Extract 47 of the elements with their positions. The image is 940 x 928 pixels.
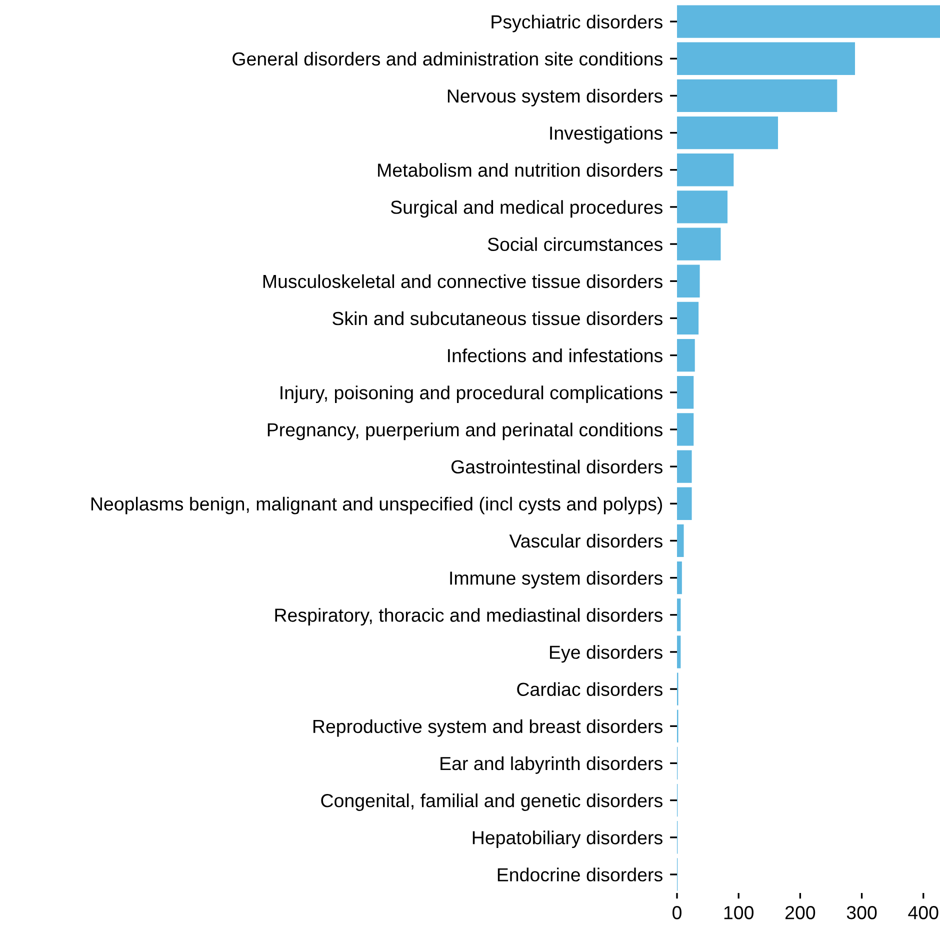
bar	[677, 42, 855, 75]
y-tick-label: Infections and infestations	[448, 348, 662, 362]
x-tick-label: 400	[908, 906, 938, 920]
y-tick-label: Pregnancy, puerperium and perinatal conditions	[268, 422, 662, 440]
x-tick-label: 300	[846, 906, 877, 920]
bar	[677, 413, 694, 446]
bar	[677, 116, 778, 150]
y-tick-label: General disorders and administration site conditions	[232, 52, 662, 66]
bar	[677, 338, 695, 372]
bar	[677, 79, 838, 112]
bar	[677, 302, 699, 335]
y-tick-label: Investigations	[550, 126, 662, 144]
y-tick-label: Nervous system disorders	[448, 88, 662, 106]
y-tick-label: Ear and labyrinth disorders	[440, 756, 662, 774]
x-tick-label: 200	[785, 906, 816, 920]
y-tick-label: Musculoskeletal and connective tissue disorders	[263, 274, 662, 288]
bar	[677, 264, 700, 298]
y-tick-label: Injury, poisoning and procedural complications	[280, 386, 662, 404]
bar	[677, 5, 940, 38]
y-tick-label: Immune system disorders	[450, 571, 662, 588]
y-tick-label: Endocrine disorders	[498, 868, 662, 882]
y-tick-label: Cardiac disorders	[517, 682, 662, 696]
bar	[677, 190, 728, 224]
bar	[677, 154, 734, 186]
bar	[677, 598, 681, 632]
y-tick-label: Reproductive system and breast disorders	[313, 719, 662, 737]
y-tick-label: Respiratory, thoracic and mediastinal disorders	[275, 608, 662, 626]
bar	[677, 376, 694, 409]
y-tick-label: Metabolism and nutrition disorders	[378, 163, 662, 177]
x-tick-label: 0	[672, 906, 682, 920]
y-tick-label: Eye disorders	[550, 645, 662, 663]
bar	[677, 636, 681, 668]
bar	[677, 450, 692, 483]
y-tick-label: Hepatobiliary disorders	[472, 830, 662, 848]
y-tick-label: Neoplasms benign, malignant and unspecified (incl cysts and polyps)	[91, 496, 662, 514]
y-tick-label: Vascular disorders	[509, 534, 662, 548]
y-tick-label: Skin and subcutaneous tissue disorders	[332, 311, 662, 326]
y-tick-label: Gastrointestinal disorders	[451, 460, 662, 474]
bar	[677, 524, 684, 558]
x-tick-label: 100	[724, 906, 754, 920]
bar	[677, 561, 682, 594]
y-tick-label: Congenital, familial and genetic disorders	[321, 794, 662, 811]
bar	[677, 228, 721, 260]
bar	[677, 487, 692, 520]
y-tick-label: Social circumstances	[488, 237, 662, 252]
y-tick-label: Surgical and medical procedures	[390, 200, 662, 218]
y-tick-label: Psychiatric disorders	[492, 14, 662, 32]
